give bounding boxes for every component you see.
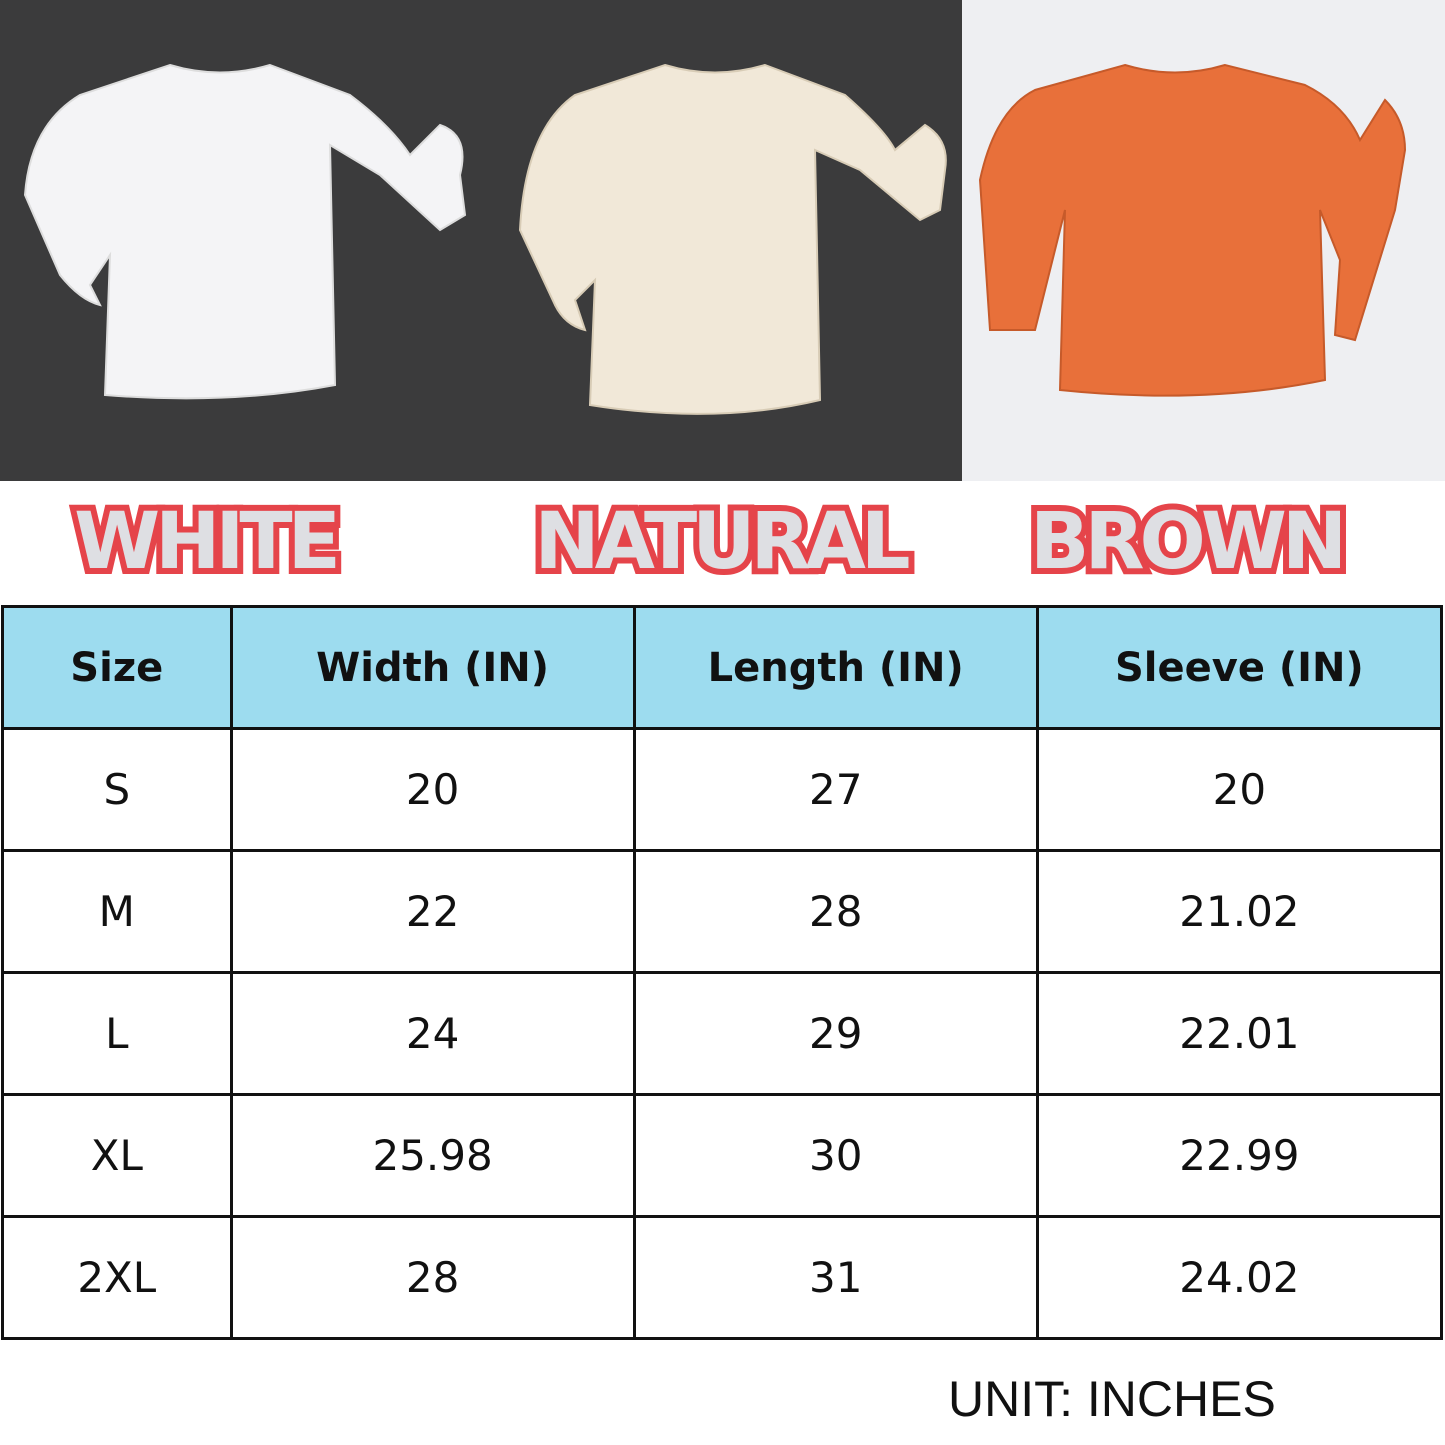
cell-length: 30 <box>632 1093 1039 1218</box>
cell-width: 24 <box>229 971 636 1096</box>
header-size: Size <box>1 605 233 730</box>
cell-size: 2XL <box>1 1215 233 1340</box>
white-sweatshirt-image <box>23 63 467 400</box>
cell-size: L <box>1 971 233 1096</box>
cell-size: M <box>1 849 233 974</box>
cell-length: 28 <box>632 849 1039 974</box>
table-row: L 24 29 22.01 <box>1 971 1444 1096</box>
table-row: 2XL 28 31 24.02 <box>1 1215 1444 1340</box>
color-label-brown: BROWN <box>1024 491 1353 593</box>
cell-width: 20 <box>229 727 636 852</box>
cell-sleeve: 21.02 <box>1035 849 1444 974</box>
cell-size: S <box>1 727 233 852</box>
cell-length: 29 <box>632 971 1039 1096</box>
cell-sleeve: 24.02 <box>1035 1215 1444 1340</box>
size-chart-table: Size Width (IN) Length (IN) Sleeve (IN) … <box>1 605 1444 1340</box>
cell-width: 22 <box>229 849 636 974</box>
header-sleeve: Sleeve (IN) <box>1035 605 1444 730</box>
cell-sleeve: 20 <box>1035 727 1444 852</box>
cell-width: 28 <box>229 1215 636 1340</box>
brown-sweatshirt-image <box>978 63 1407 397</box>
cell-sleeve: 22.99 <box>1035 1093 1444 1218</box>
header-length: Length (IN) <box>632 605 1039 730</box>
color-label-white: WHITE <box>68 491 347 593</box>
product-photos <box>0 0 1445 481</box>
table-header-row: Size Width (IN) Length (IN) Sleeve (IN) <box>1 605 1444 730</box>
table-row: S 20 27 20 <box>1 727 1444 852</box>
header-width: Width (IN) <box>229 605 636 730</box>
table-row: M 22 28 21.02 <box>1 849 1444 974</box>
natural-sweatshirt-image <box>518 63 947 415</box>
unit-note: UNIT: INCHES <box>948 1371 1276 1427</box>
color-label-natural: NATURAL <box>528 491 916 593</box>
cell-length: 31 <box>632 1215 1039 1340</box>
cell-width: 25.98 <box>229 1093 636 1218</box>
cell-length: 27 <box>632 727 1039 852</box>
table-row: XL 25.98 30 22.99 <box>1 1093 1444 1218</box>
cell-size: XL <box>1 1093 233 1218</box>
cell-sleeve: 22.01 <box>1035 971 1444 1096</box>
